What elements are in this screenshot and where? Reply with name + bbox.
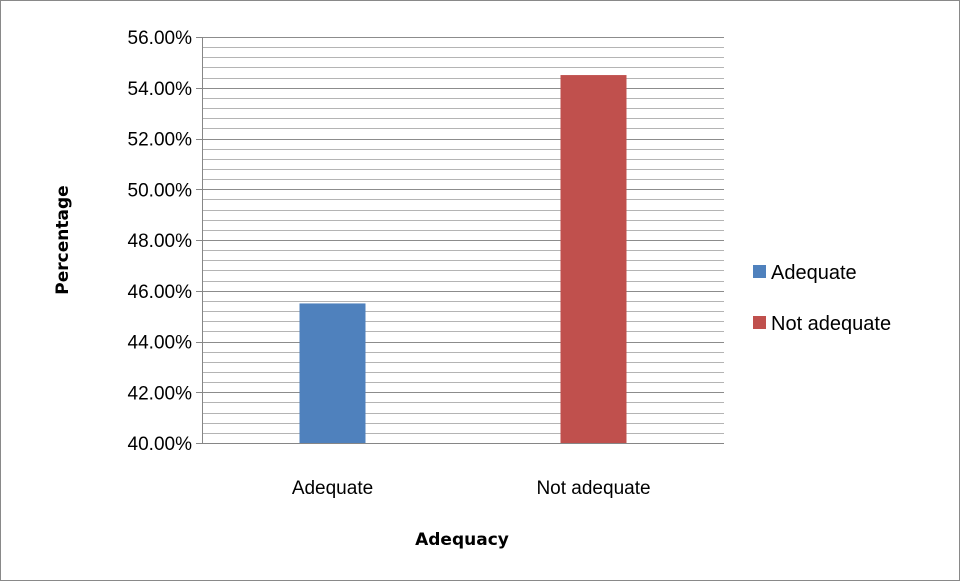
y-tick-label: 54.00% <box>128 79 193 100</box>
y-tick-label: 56.00% <box>128 28 193 49</box>
y-tick-label: 40.00% <box>128 434 193 455</box>
y-axis-ticks: 40.00% 42.00% 44.00% 46.00% 48.00% 50.00% 52.0… <box>128 28 202 455</box>
y-axis-title: Percentage <box>53 185 73 294</box>
y-tick-label: 50.00% <box>128 180 193 201</box>
legend: Adequate Not adequate <box>753 262 891 335</box>
y-tick-label: 52.00% <box>128 130 193 151</box>
bar-not-adequate <box>560 75 627 443</box>
bars <box>299 75 627 443</box>
legend-swatch <box>753 265 766 278</box>
x-tick-label: Not adequate <box>536 478 650 499</box>
bar-adequate <box>299 303 366 443</box>
y-tick-label: 42.00% <box>128 383 193 404</box>
y-tick-label: 46.00% <box>128 282 193 303</box>
legend-label: Not adequate <box>771 313 891 335</box>
x-axis-tick-labels: Adequate Not adequate <box>292 478 651 499</box>
legend-label: Adequate <box>771 262 857 284</box>
x-tick-label: Adequate <box>292 478 373 499</box>
legend-swatch <box>753 316 766 329</box>
y-tick-label: 48.00% <box>128 231 193 252</box>
x-axis-title: Adequacy <box>415 530 509 550</box>
grid-lines <box>202 37 724 434</box>
y-tick-label: 44.00% <box>128 333 193 354</box>
